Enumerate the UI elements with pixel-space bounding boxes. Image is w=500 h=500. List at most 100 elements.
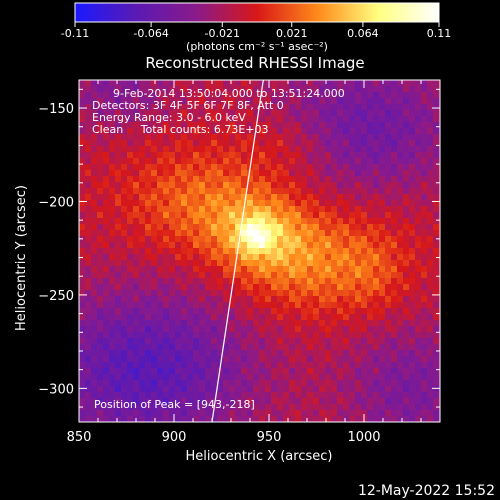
heatmap-cell: [391, 404, 398, 411]
heatmap-cell: [157, 308, 164, 315]
heatmap-cell: [271, 338, 278, 345]
heatmap-cell: [307, 284, 314, 291]
heatmap-cell: [277, 368, 284, 375]
heatmap-cell: [403, 326, 410, 333]
heatmap-cell: [121, 230, 128, 237]
heatmap-cell: [223, 290, 230, 297]
heatmap-cell: [145, 332, 152, 339]
heatmap-cell: [103, 356, 110, 363]
heatmap-cell: [289, 200, 296, 207]
heatmap-cell: [283, 110, 290, 117]
heatmap-cell: [409, 170, 416, 177]
heatmap-cell: [151, 128, 158, 135]
heatmap-cell: [409, 158, 416, 165]
heatmap-cell: [355, 86, 362, 93]
heatmap-cell: [223, 302, 230, 309]
heatmap-cell: [415, 380, 422, 387]
heatmap-cell: [193, 194, 200, 201]
heatmap-cell: [385, 242, 392, 249]
heatmap-cell: [361, 272, 368, 279]
heatmap-cell: [253, 146, 260, 153]
heatmap-cell: [229, 176, 236, 183]
heatmap-cell: [229, 236, 236, 243]
heatmap-cell: [367, 230, 374, 237]
heatmap-cell: [103, 122, 110, 129]
heatmap-cell: [181, 416, 188, 422]
heatmap-cell: [397, 350, 404, 357]
heatmap-cell: [433, 122, 440, 129]
heatmap-cell: [409, 320, 416, 327]
heatmap-cell: [325, 284, 332, 291]
heatmap-cell: [235, 374, 242, 381]
heatmap-cell: [175, 290, 182, 297]
heatmap-cell: [199, 248, 206, 255]
heatmap-cell: [355, 338, 362, 345]
heatmap-cell: [265, 170, 272, 177]
heatmap-cell: [361, 206, 368, 213]
heatmap-cell: [199, 218, 206, 225]
heatmap-cell: [115, 194, 122, 201]
heatmap-cell: [349, 254, 356, 261]
heatmap-cell: [97, 392, 104, 399]
heatmap-cell: [349, 212, 356, 219]
heatmap-cell: [361, 368, 368, 375]
heatmap-cell: [361, 254, 368, 261]
heatmap-cell: [187, 170, 194, 177]
heatmap-cell: [151, 98, 158, 105]
heatmap-cell: [223, 170, 230, 177]
heatmap-cell: [187, 344, 194, 351]
heatmap-cell: [79, 122, 86, 129]
heatmap-cell: [367, 164, 374, 171]
heatmap-cell: [385, 320, 392, 327]
heatmap-cell: [187, 254, 194, 261]
heatmap-cell: [79, 368, 86, 375]
heatmap-cell: [349, 182, 356, 189]
colorbar-tick-label: -0.021: [205, 27, 240, 40]
heatmap-cell: [301, 272, 308, 279]
heatmap-cell: [157, 278, 164, 285]
heatmap-cell: [373, 398, 380, 405]
heatmap-cell: [103, 194, 110, 201]
heatmap-cell: [337, 308, 344, 315]
heatmap-cell: [211, 242, 218, 249]
heatmap-cell: [175, 110, 182, 117]
heatmap-cell: [391, 200, 398, 207]
heatmap-cell: [193, 374, 200, 381]
heatmap-cell: [157, 404, 164, 411]
heatmap-cell: [133, 98, 140, 105]
heatmap-cell: [289, 188, 296, 195]
heatmap-cell: [373, 416, 380, 422]
heatmap-cell: [103, 110, 110, 117]
heatmap-cell: [199, 416, 206, 422]
heatmap-cell: [241, 332, 248, 339]
heatmap-cell: [295, 374, 302, 381]
heatmap-cell: [85, 104, 92, 111]
heatmap-cell: [397, 314, 404, 321]
heatmap-cell: [403, 356, 410, 363]
heatmap-cell: [115, 182, 122, 189]
heatmap-cell: [199, 128, 206, 135]
heatmap-cell: [331, 188, 338, 195]
heatmap-cell: [361, 278, 368, 285]
heatmap-cell: [223, 80, 230, 87]
heatmap-cell: [187, 326, 194, 333]
heatmap-cell: [253, 350, 260, 357]
heatmap-cell: [343, 116, 350, 123]
heatmap-cell: [175, 356, 182, 363]
heatmap-cell: [403, 170, 410, 177]
heatmap-cell: [229, 110, 236, 117]
heatmap-cell: [385, 182, 392, 189]
heatmap-cell: [229, 260, 236, 267]
heatmap-cell: [169, 368, 176, 375]
heatmap-cell: [307, 272, 314, 279]
heatmap-cell: [397, 326, 404, 333]
heatmap-cell: [337, 200, 344, 207]
heatmap-cell: [289, 206, 296, 213]
heatmap-cell: [163, 284, 170, 291]
heatmap-cell: [301, 416, 308, 422]
heatmap-cell: [157, 344, 164, 351]
heatmap-cell: [301, 86, 308, 93]
heatmap-cell: [235, 152, 242, 159]
heatmap-cell: [97, 314, 104, 321]
heatmap-cell: [421, 356, 428, 363]
